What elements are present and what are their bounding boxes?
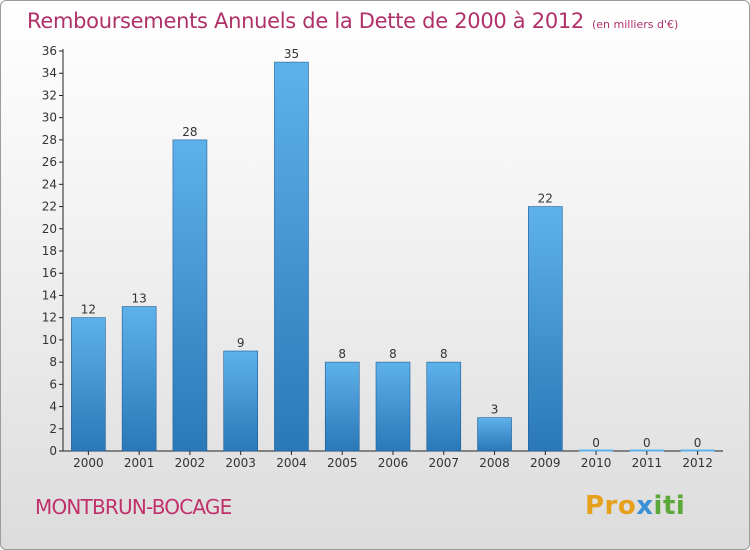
y-tick-label: 16 — [42, 266, 57, 280]
bar-2004 — [274, 61, 309, 452]
y-tick-label: 4 — [49, 400, 57, 414]
data-label-2006: 8 — [389, 347, 397, 361]
bar-2009 — [528, 206, 563, 452]
y-tick-label: 20 — [42, 222, 57, 236]
data-label-2003: 9 — [237, 336, 245, 350]
bar-2008 — [477, 417, 512, 452]
x-tick-label-2008: 2008 — [479, 456, 510, 470]
x-tick-label-2011: 2011 — [632, 456, 663, 470]
y-tick-label: 10 — [42, 333, 57, 347]
y-tick-label: 30 — [42, 111, 57, 125]
bar-2003 — [223, 350, 258, 452]
data-label-2010: 0 — [592, 436, 600, 450]
y-tick-label: 0 — [49, 444, 57, 458]
y-tick-label: 12 — [42, 311, 57, 325]
chart-unit-label: (en milliers d'€) — [592, 18, 679, 31]
y-tick-label: 32 — [42, 88, 57, 102]
data-label-2001: 13 — [132, 292, 147, 306]
y-tick-label: 18 — [42, 244, 57, 258]
data-label-2000: 12 — [81, 303, 96, 317]
data-label-2004: 35 — [284, 47, 299, 61]
bar-2007 — [426, 361, 462, 452]
y-tick-label: 26 — [42, 155, 57, 169]
x-tick-label-2005: 2005 — [327, 456, 358, 470]
data-label-2012: 0 — [694, 436, 702, 450]
x-tick-label-2003: 2003 — [225, 456, 256, 470]
proxiti-logo: Proxiti — [585, 491, 686, 521]
chart-title-text: Remboursements Annuels de la Dette de 20… — [27, 9, 584, 33]
y-tick-label: 8 — [49, 355, 57, 369]
data-label-2005: 8 — [338, 347, 346, 361]
bar-2001 — [121, 306, 157, 452]
location-name: MONTBRUN-BOCAGE — [35, 495, 232, 519]
y-tick-label: 22 — [42, 200, 57, 214]
x-tick-label-2009: 2009 — [530, 456, 561, 470]
bar-2000 — [71, 317, 106, 452]
x-tick-label-2010: 2010 — [581, 456, 612, 470]
y-tick-label: 24 — [42, 177, 57, 191]
y-tick-label: 36 — [42, 44, 57, 58]
x-tick-label-2002: 2002 — [175, 456, 206, 470]
data-label-2008: 3 — [491, 403, 499, 417]
x-tick-label-2000: 2000 — [73, 456, 104, 470]
x-tick-label-2006: 2006 — [378, 456, 409, 470]
x-tick-label-2001: 2001 — [124, 456, 155, 470]
x-tick-label-2012: 2012 — [682, 456, 713, 470]
bar-2006 — [375, 361, 411, 452]
data-label-2002: 28 — [182, 125, 197, 139]
x-tick-label-2004: 2004 — [276, 456, 307, 470]
chart-title: Remboursements Annuels de la Dette de 20… — [27, 9, 678, 33]
data-label-2009: 22 — [538, 192, 553, 206]
bar-2002 — [172, 139, 208, 452]
data-label-2007: 8 — [440, 347, 448, 361]
y-tick-label: 2 — [49, 422, 57, 436]
y-tick-label: 28 — [42, 133, 57, 147]
bar-2005 — [324, 361, 360, 452]
data-label-2011: 0 — [643, 436, 651, 450]
y-tick-label: 34 — [42, 66, 57, 80]
x-tick-label-2007: 2007 — [428, 456, 459, 470]
y-tick-label: 14 — [42, 288, 57, 302]
y-tick-label: 6 — [49, 377, 57, 391]
